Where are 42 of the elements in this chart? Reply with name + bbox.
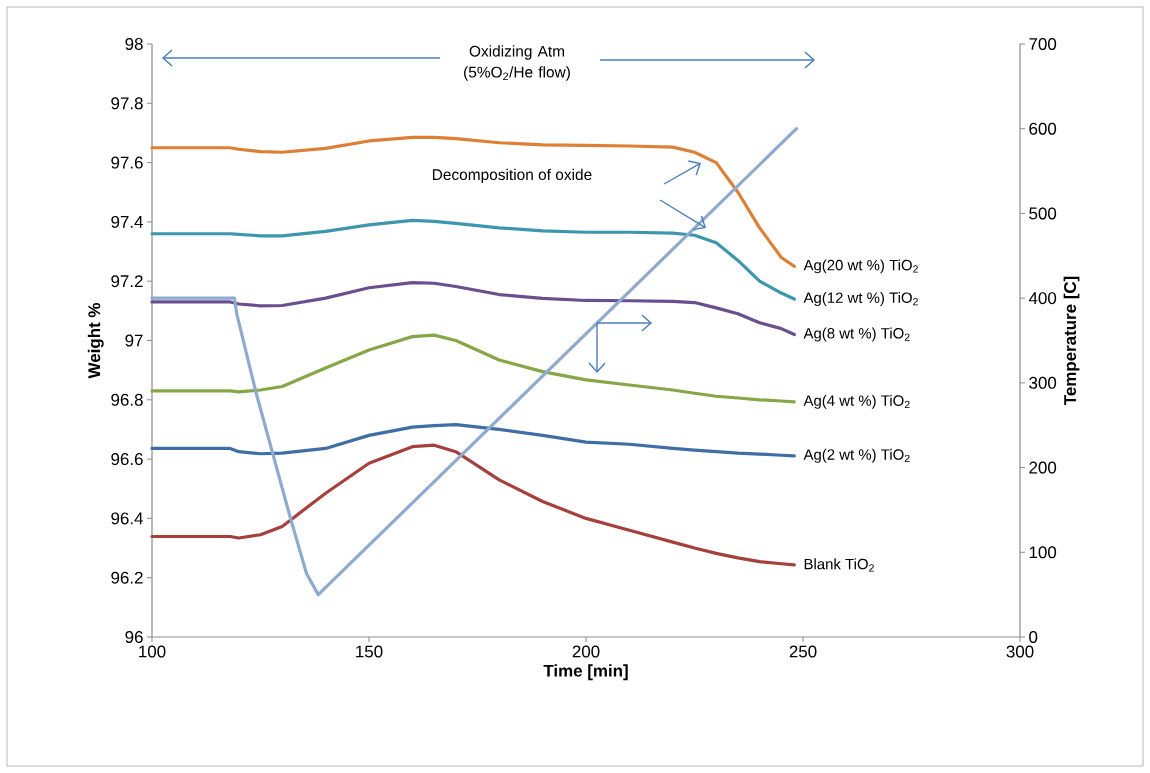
x-tick-label: 200	[572, 645, 600, 658]
y2-tick-label: 500	[1029, 207, 1057, 220]
y-tick-label: 96.2	[111, 571, 143, 584]
series-label: Ag(12 wt %) TiO$_{2}$	[803, 292, 918, 306]
y2-tick-label: 200	[1029, 461, 1057, 474]
y2-tick-label: 400	[1028, 292, 1057, 305]
annotation: Oxidizing Atm (5%O$_{2}$/He flow)	[464, 45, 570, 81]
series-label: Blank TiO$_{2}$	[804, 558, 874, 572]
line-series	[150, 135, 796, 268]
line-series	[150, 423, 796, 458]
annotation: Decomposition of oxide	[432, 168, 592, 184]
y-tick-label: 97.8	[111, 97, 143, 110]
series-label: Ag(4 wt %) TiO$_{2}$	[803, 394, 910, 409]
y2-axis-title: Temperature [C]	[1063, 276, 1080, 406]
series-label: Ag(2 wt %) TiO$_{2}$	[803, 448, 910, 463]
x-tick-label: 150	[356, 645, 383, 658]
y-tick-label: 96.8	[111, 393, 143, 406]
line-series	[150, 127, 799, 597]
y-tick-label: 96.6	[111, 453, 143, 466]
y2-tick-label: 0	[1029, 631, 1038, 643]
y2-tick-label: 600	[1029, 122, 1057, 135]
x-tick-label: 250	[789, 645, 817, 658]
line-series	[150, 333, 796, 404]
y-tick-label: 97.2	[111, 275, 143, 288]
line-series	[150, 281, 796, 337]
x-axis-title: Time [min]	[543, 664, 628, 681]
y2-tick-label: 700	[1029, 38, 1057, 50]
y-tick-label: 97.4	[111, 215, 143, 228]
y2-tick-label: 300	[1029, 376, 1057, 389]
y-tick-label: 97	[125, 334, 143, 347]
x-tick-label: 100	[139, 645, 166, 658]
y-tick-label: 96	[125, 631, 143, 643]
y-tick-label: 97.6	[111, 156, 143, 169]
y-tick-label: 98	[125, 38, 143, 50]
x-tick-label: 300	[1006, 645, 1034, 658]
line-series	[150, 218, 796, 301]
series-label: Ag(20 wt %) TiO$_{2}$	[803, 259, 918, 274]
series-label: Ag(8 wt %) TiO$_{2}$	[803, 327, 910, 342]
line-series	[150, 443, 796, 567]
y2-tick-label: 100	[1029, 546, 1057, 559]
y-tick-label: 96.4	[111, 512, 143, 525]
y-axis-title: Weight %	[87, 303, 104, 379]
